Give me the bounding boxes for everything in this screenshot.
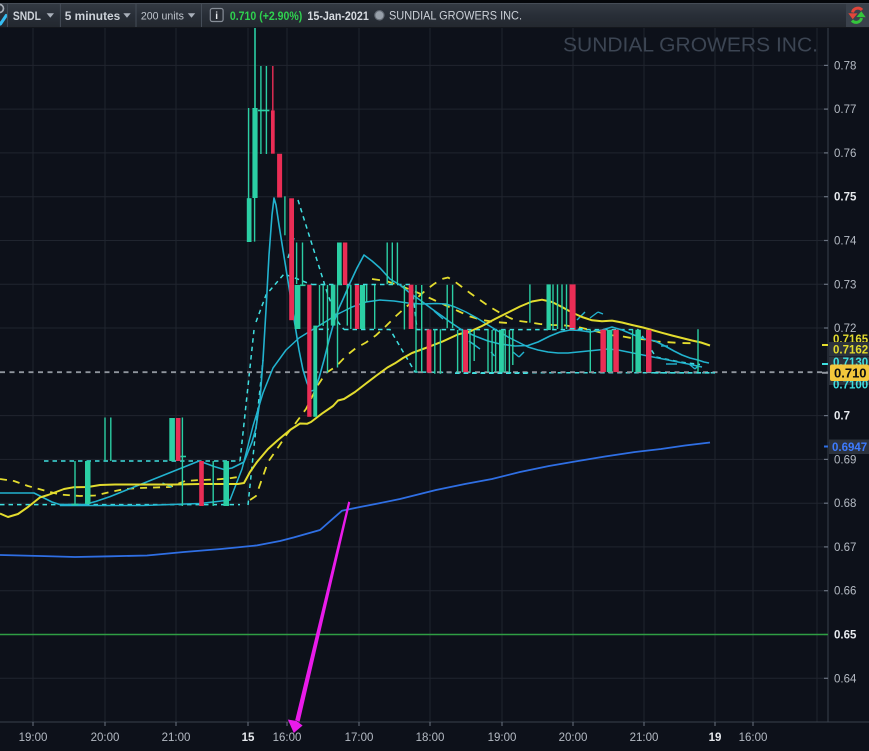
svg-text:0.7: 0.7: [834, 411, 850, 423]
svg-text:21:00: 21:00: [630, 732, 659, 744]
svg-text:i: i: [215, 11, 218, 22]
svg-text:5 minutes: 5 minutes: [65, 9, 121, 23]
svg-text:0.7100: 0.7100: [833, 380, 868, 392]
svg-text:15: 15: [242, 732, 255, 744]
svg-text:0.68: 0.68: [834, 498, 856, 510]
svg-text:19:00: 19:00: [19, 732, 48, 744]
svg-text:0.75: 0.75: [834, 192, 857, 204]
svg-text:17:00: 17:00: [345, 732, 374, 744]
svg-text:16:00: 16:00: [739, 732, 768, 744]
svg-text:20:00: 20:00: [91, 732, 120, 744]
svg-text:SNDL: SNDL: [13, 9, 41, 23]
svg-text:0.72: 0.72: [834, 323, 856, 335]
svg-text:0.69: 0.69: [834, 454, 856, 466]
svg-text:0.7162: 0.7162: [833, 345, 868, 357]
svg-text:21:00: 21:00: [162, 732, 191, 744]
svg-text:18:00: 18:00: [416, 732, 445, 744]
svg-text:SUNDIAL GROWERS INC.: SUNDIAL GROWERS INC.: [389, 9, 522, 23]
svg-text:15-Jan-2021: 15-Jan-2021: [307, 9, 369, 23]
svg-text:0.73: 0.73: [834, 279, 856, 291]
svg-text:0.6947: 0.6947: [832, 442, 867, 454]
svg-text:0.64: 0.64: [834, 673, 857, 685]
svg-text:16:00: 16:00: [273, 732, 302, 744]
svg-text:200 units: 200 units: [141, 11, 184, 23]
svg-text:0.78: 0.78: [834, 60, 856, 72]
svg-text:20:00: 20:00: [559, 732, 588, 744]
svg-text:0.76: 0.76: [834, 148, 856, 160]
svg-text:0.77: 0.77: [834, 104, 856, 116]
svg-text:SUNDIAL GROWERS INC.: SUNDIAL GROWERS INC.: [563, 35, 818, 57]
svg-text:0.65: 0.65: [834, 630, 857, 642]
svg-text:0.710: 0.710: [834, 366, 867, 381]
svg-text:0.710 (+2.90%): 0.710 (+2.90%): [230, 9, 302, 23]
svg-text:0.67: 0.67: [834, 542, 856, 554]
svg-text:19:00: 19:00: [488, 732, 517, 744]
svg-text:19: 19: [709, 732, 722, 744]
svg-text:0.74: 0.74: [834, 236, 857, 248]
svg-text:0.66: 0.66: [834, 586, 856, 598]
